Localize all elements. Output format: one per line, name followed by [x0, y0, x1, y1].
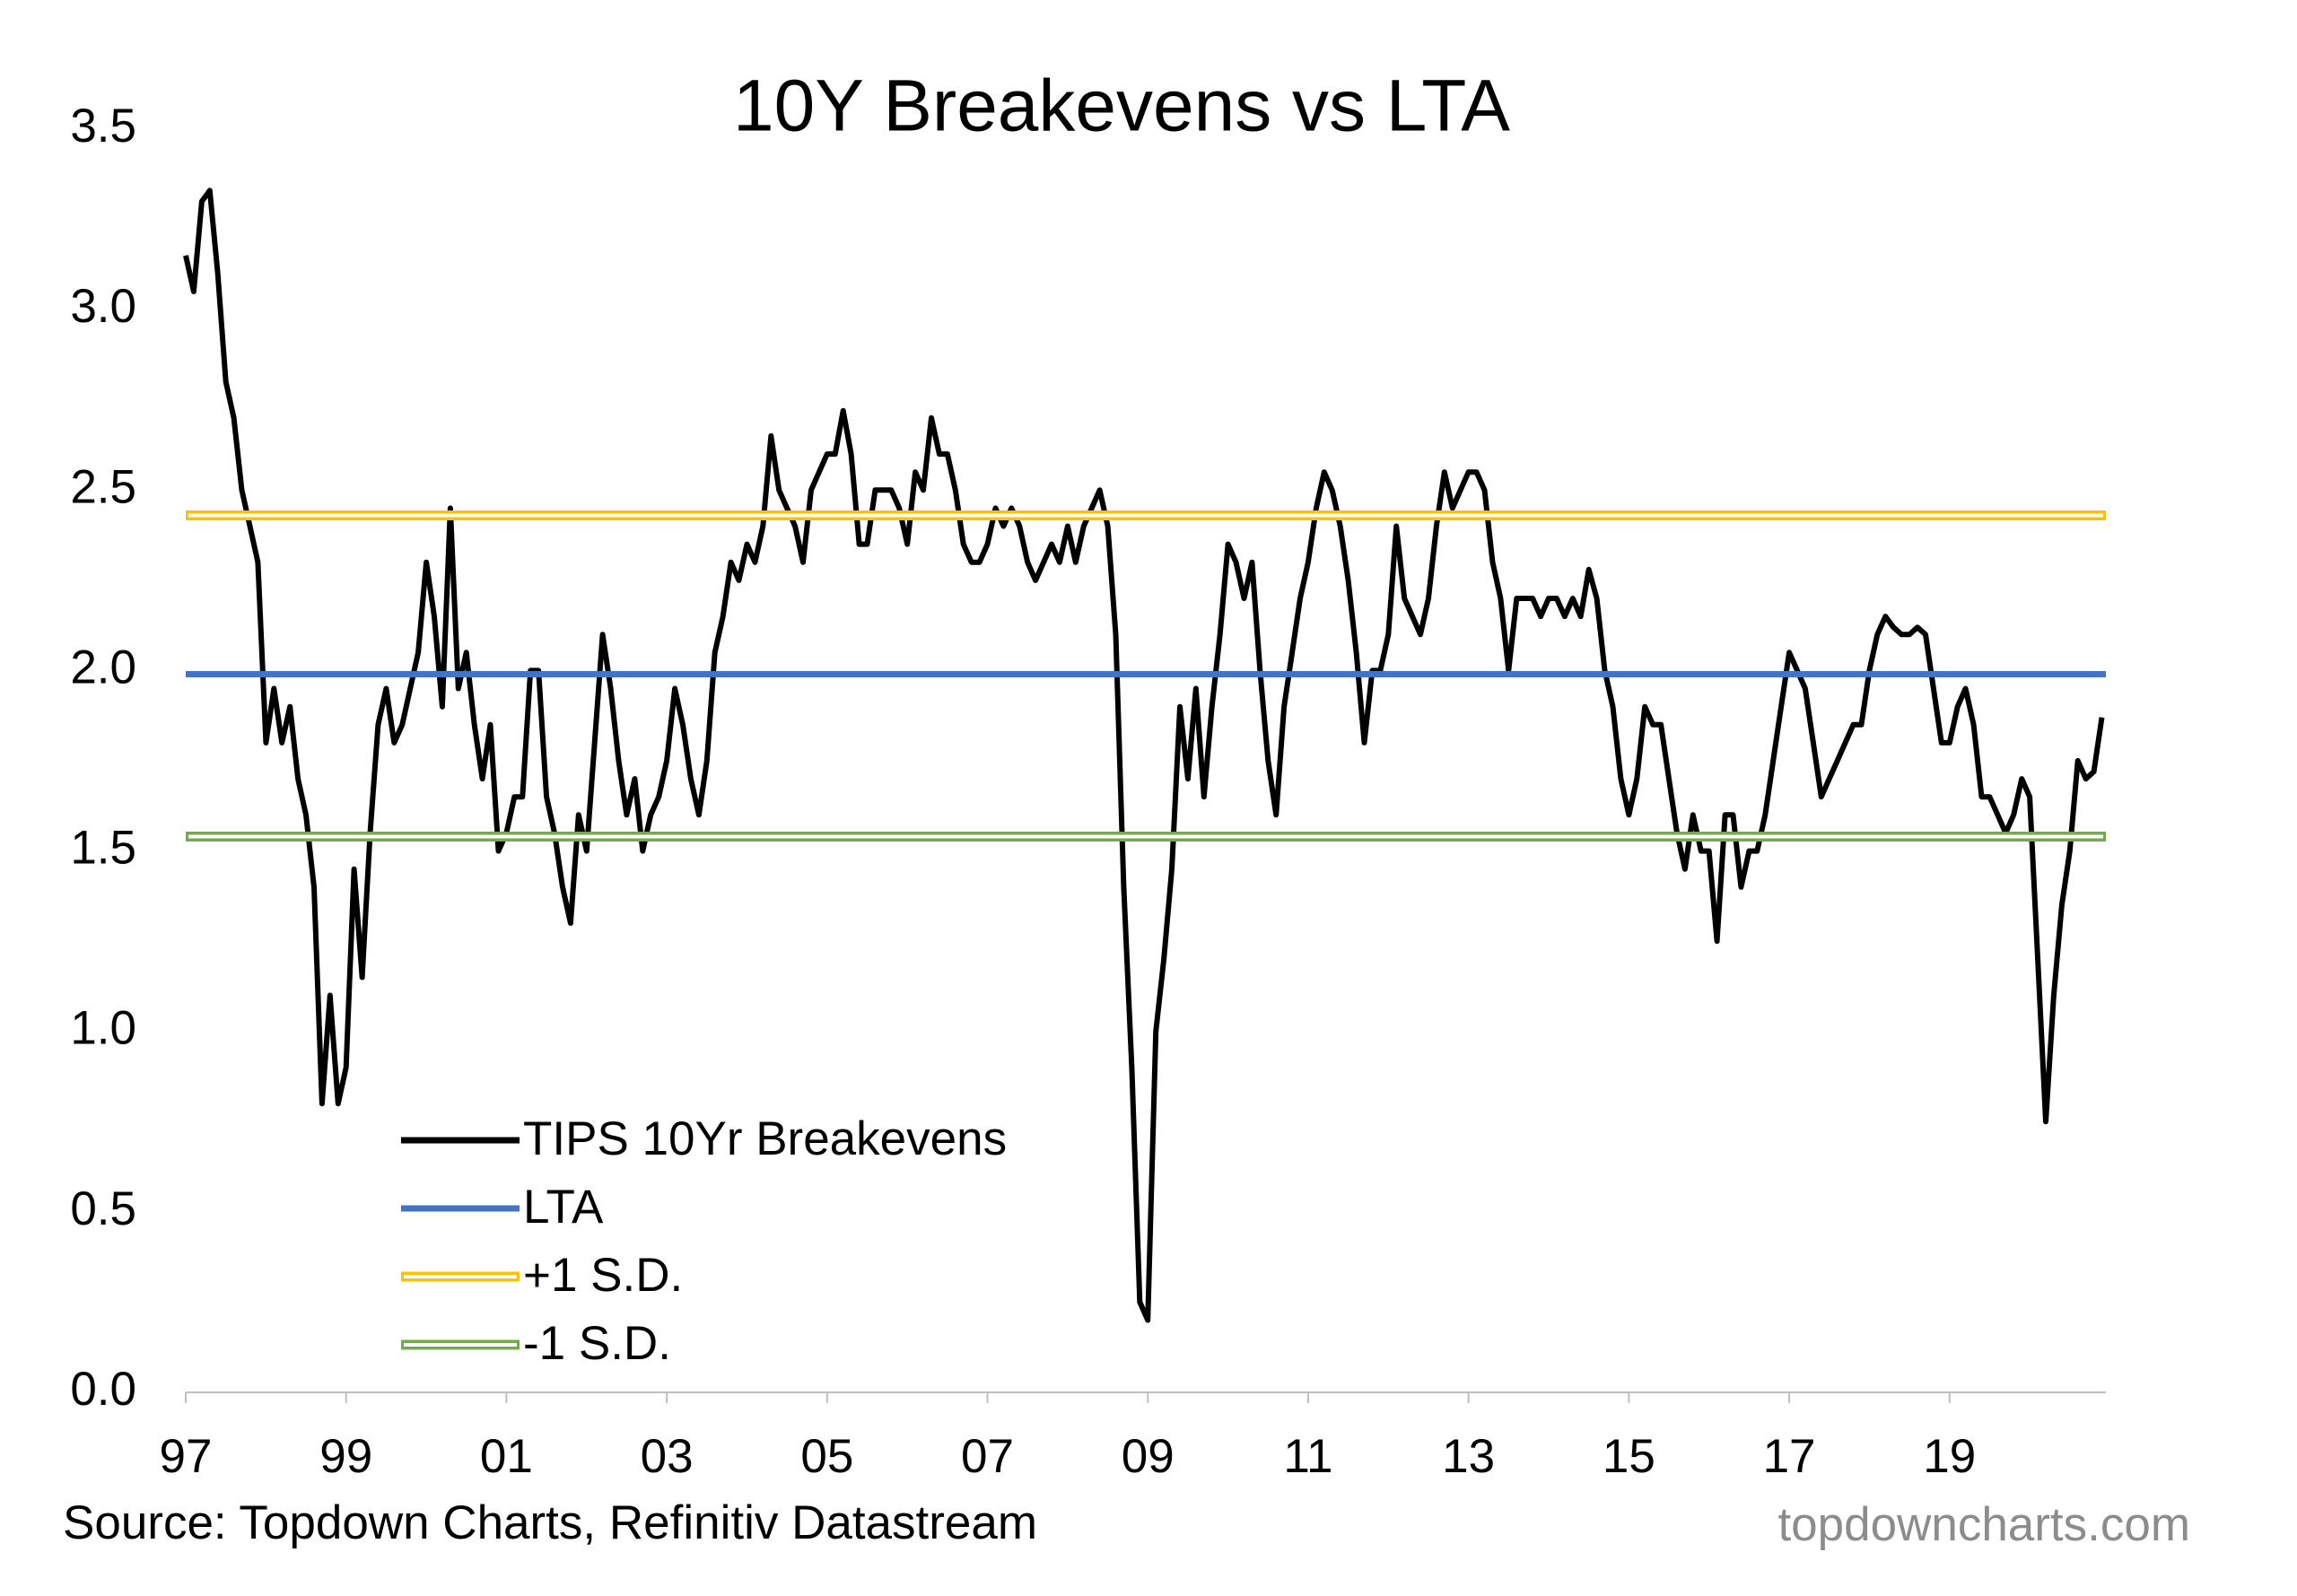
x-tick-label: 15 [1603, 1430, 1655, 1483]
x-tick-label: 99 [319, 1430, 372, 1483]
y-tick-label: 3.0 [70, 280, 136, 333]
x-tick-label: 03 [641, 1430, 694, 1483]
y-tick-label: 3.5 [70, 100, 136, 153]
legend-label: +1 S.D. [523, 1249, 683, 1302]
y-tick-label: 2.0 [70, 641, 136, 693]
y-tick-label: 0.5 [70, 1182, 136, 1235]
y-tick-label: 1.5 [70, 822, 136, 875]
x-tick-label: 09 [1122, 1430, 1175, 1483]
legend-label: LTA [523, 1181, 604, 1234]
x-tick-label: 01 [480, 1430, 533, 1483]
chart-title: 10Y Breakevens vs LTA [733, 65, 1510, 147]
x-tick-label: 05 [800, 1430, 853, 1483]
x-tick-label: 97 [160, 1430, 213, 1483]
x-tick-label: 19 [1923, 1430, 1976, 1483]
x-tick-label: 07 [961, 1430, 1014, 1483]
x-tick-label: 13 [1442, 1430, 1495, 1483]
y-tick-label: 1.0 [70, 1002, 136, 1055]
series-line [183, 188, 2105, 1323]
legend-label: TIPS 10Yr Breakevens [523, 1112, 1007, 1165]
x-tick-label: 11 [1283, 1430, 1332, 1483]
x-tick-label: 17 [1763, 1430, 1816, 1483]
watermark: topdowncharts.com [1777, 1498, 2190, 1551]
legend-label: -1 S.D. [523, 1317, 671, 1370]
y-tick-label: 2.5 [70, 460, 136, 513]
y-tick-label: 0.0 [70, 1363, 136, 1416]
source: Source: Topdown Charts, Refinitiv Datast… [63, 1496, 1037, 1549]
